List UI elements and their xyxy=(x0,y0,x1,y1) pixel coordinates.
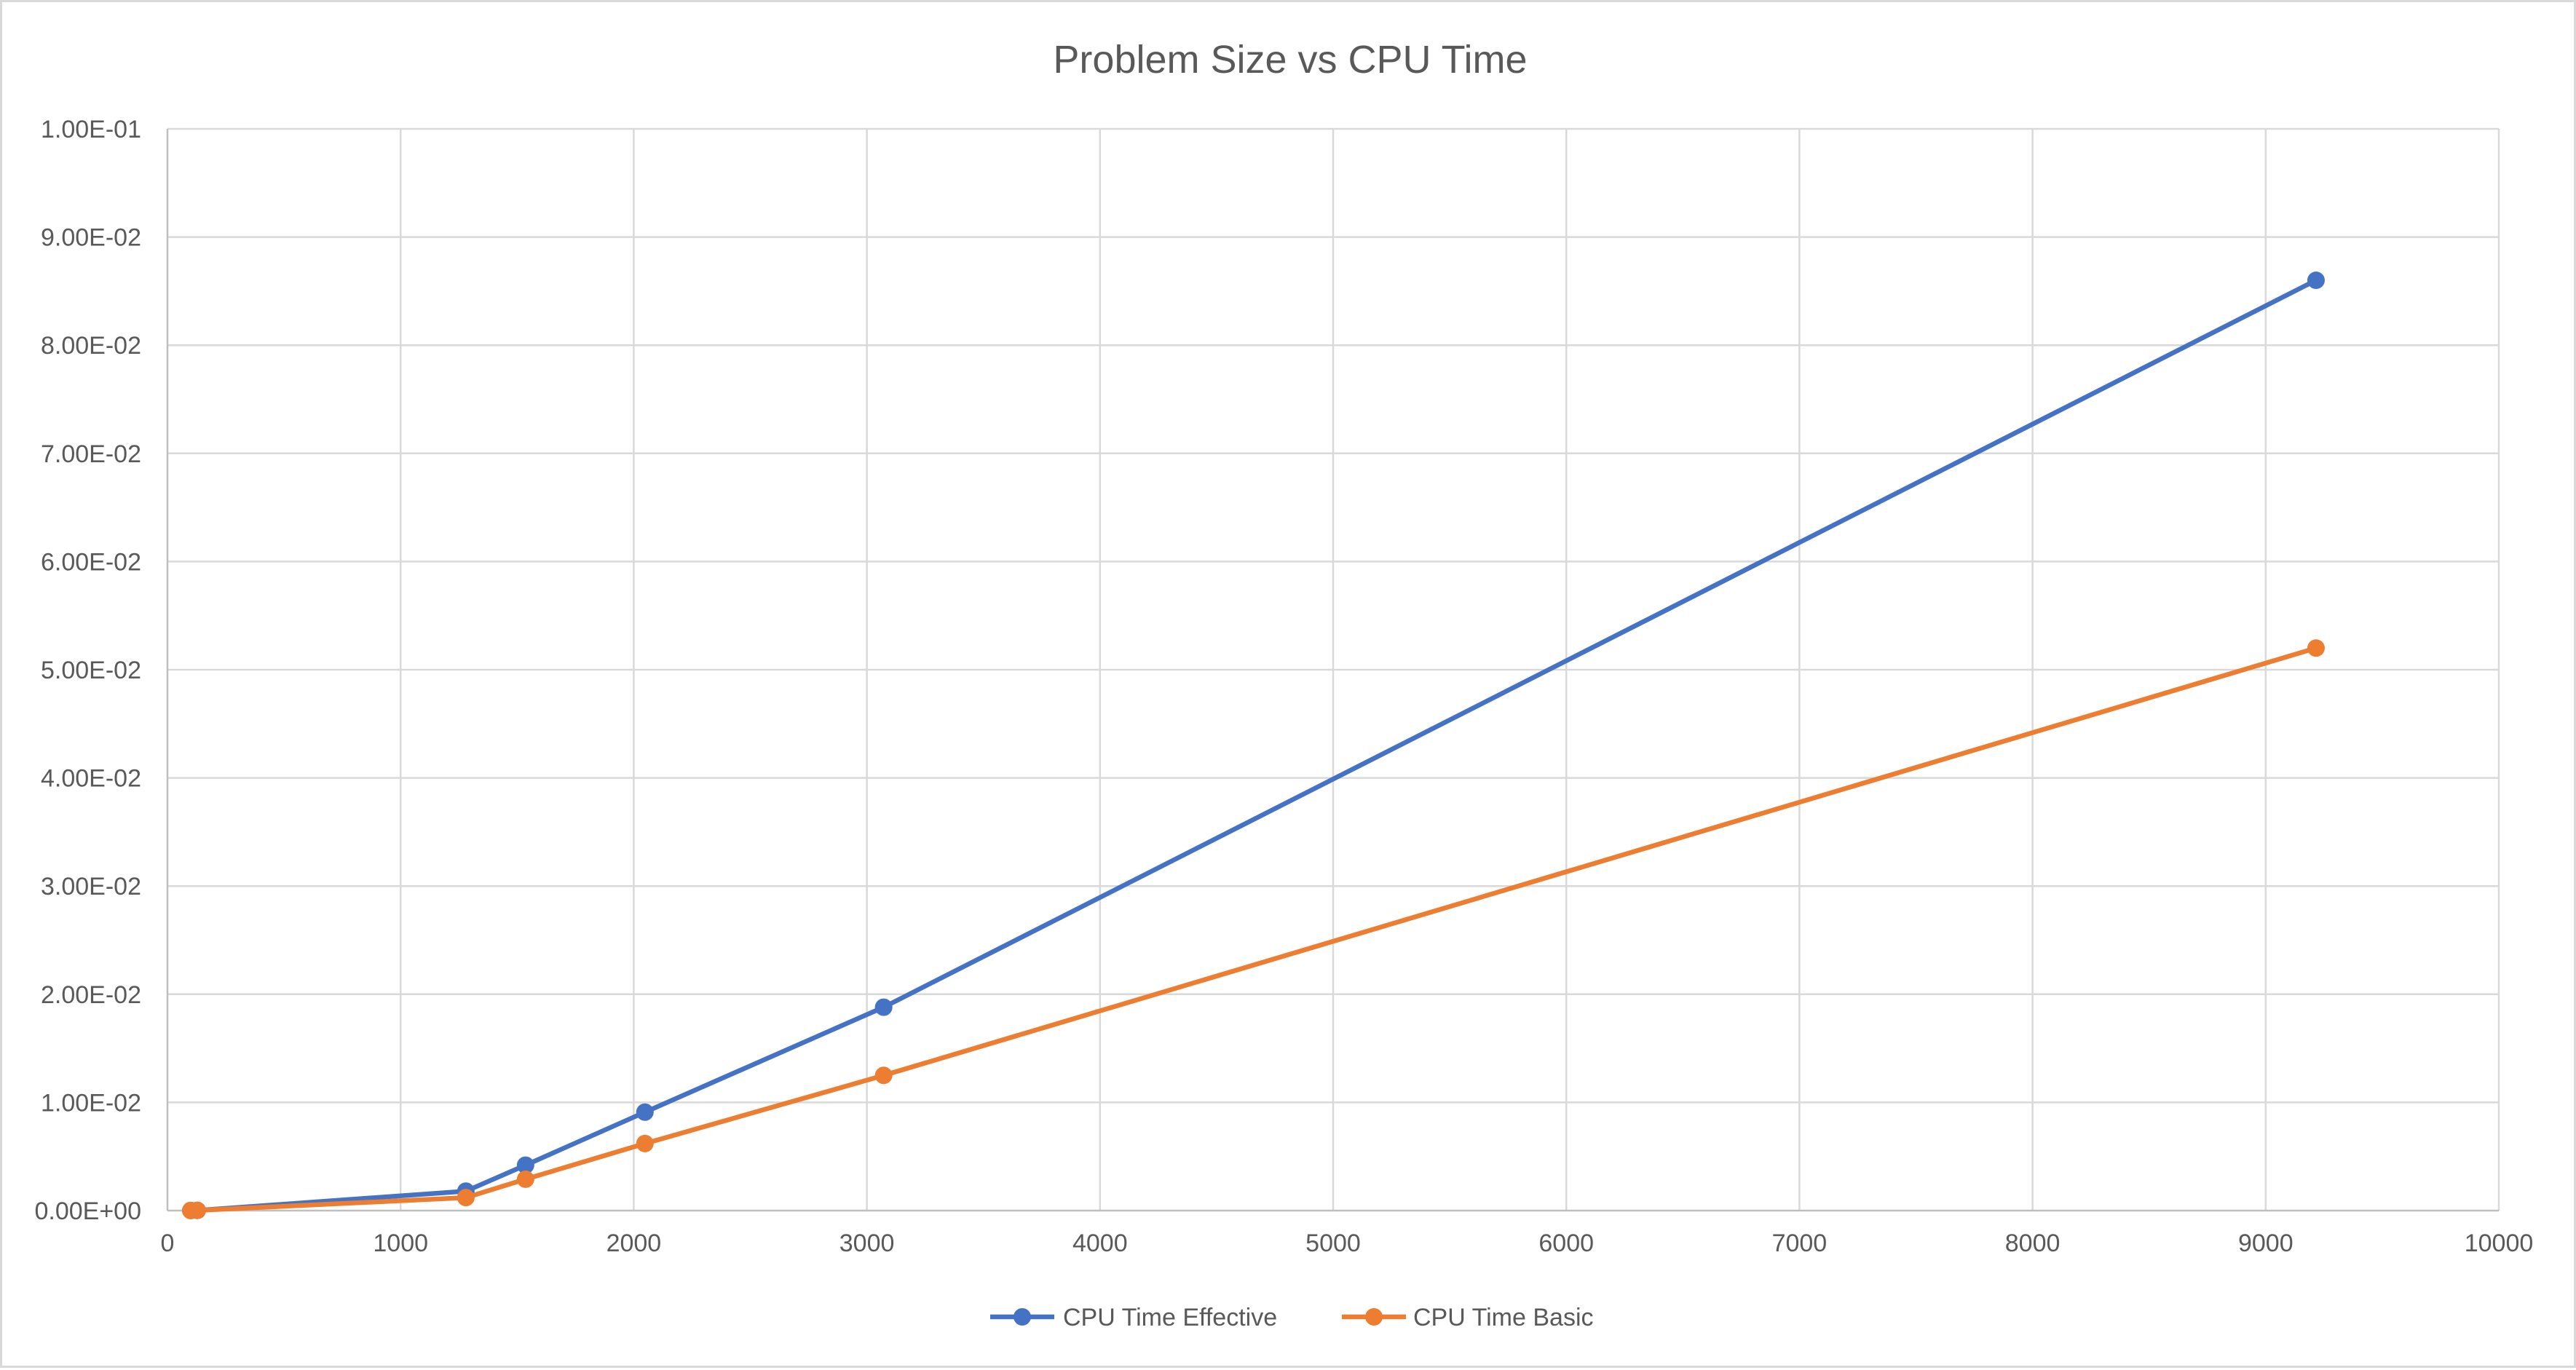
y-tick-label: 1.00E-01 xyxy=(41,116,141,143)
data-point-cpu-time-effective xyxy=(874,998,893,1016)
data-point-cpu-time-basic xyxy=(457,1189,475,1207)
x-tick-label: 3000 xyxy=(839,1230,895,1257)
data-point-cpu-time-basic xyxy=(516,1170,534,1188)
legend: CPU Time Effective CPU Time Basic xyxy=(990,1304,1594,1331)
y-tick-label: 5.00E-02 xyxy=(41,657,141,684)
y-tick-label: 7.00E-02 xyxy=(41,440,141,468)
x-tick-label: 4000 xyxy=(1072,1230,1128,1257)
y-tick-label: 9.00E-02 xyxy=(41,224,141,252)
y-tick-label: 1.00E-02 xyxy=(41,1089,141,1117)
y-tick-label: 4.00E-02 xyxy=(41,765,141,793)
data-point-cpu-time-basic xyxy=(636,1134,654,1152)
series-layer xyxy=(182,272,2325,1219)
x-tick-label: 0 xyxy=(161,1230,175,1257)
series-line-cpu-time-basic xyxy=(188,646,2319,1213)
legend-swatch-marker-cpu-time-effective xyxy=(1014,1308,1031,1326)
x-tick-label: 2000 xyxy=(607,1230,662,1257)
data-point-cpu-time-basic xyxy=(874,1066,893,1085)
data-point-cpu-time-effective xyxy=(516,1156,534,1174)
grid-layer xyxy=(167,127,2500,1211)
data-point-cpu-time-effective xyxy=(2307,272,2325,290)
y-tick-label: 6.00E-02 xyxy=(41,548,141,576)
x-tick-label: 5000 xyxy=(1305,1230,1361,1257)
legend-label-cpu-time-basic: CPU Time Basic xyxy=(1413,1304,1594,1331)
y-tick-label: 8.00E-02 xyxy=(41,332,141,360)
axis-layer: 0 1000 2000 3000 4000 5000 6000 7000 8000 9000 100… xyxy=(34,116,2533,1257)
x-tick-label: 10000 xyxy=(2465,1230,2534,1257)
x-tick-label: 9000 xyxy=(2238,1230,2293,1257)
chart-title: Problem Size vs CPU Time xyxy=(1053,38,1527,82)
y-tick-label: 0.00E+00 xyxy=(34,1197,141,1225)
x-tick-label: 7000 xyxy=(1772,1230,1828,1257)
legend-label-cpu-time-effective: CPU Time Effective xyxy=(1063,1304,1277,1331)
y-tick-label: 3.00E-02 xyxy=(41,873,141,900)
x-tick-label: 6000 xyxy=(1538,1230,1594,1257)
data-point-cpu-time-basic xyxy=(2307,639,2325,657)
legend-swatch-marker-cpu-time-basic xyxy=(1365,1308,1383,1326)
x-tick-label: 8000 xyxy=(2005,1230,2061,1257)
y-tick-label: 2.00E-02 xyxy=(41,981,141,1009)
data-point-cpu-time-effective xyxy=(636,1103,654,1121)
data-point-cpu-time-basic xyxy=(188,1201,206,1219)
x-tick-label: 1000 xyxy=(373,1230,428,1257)
